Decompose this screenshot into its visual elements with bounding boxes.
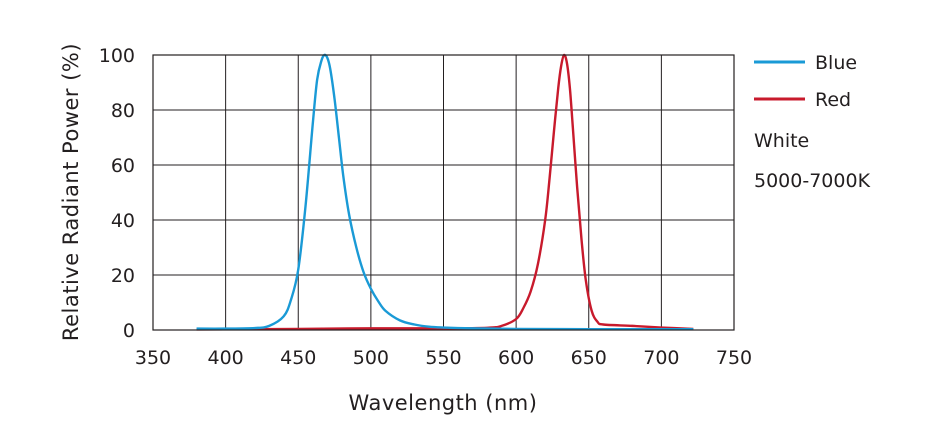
y-tick-label-40: 40 — [111, 210, 135, 232]
x-tick-label-650: 650 — [571, 347, 607, 369]
x-tick-label-400: 400 — [207, 347, 243, 369]
legend: Blue Red White 5000-7000K — [754, 52, 871, 192]
x-tick-label-500: 500 — [353, 347, 389, 369]
x-tick-label-350: 350 — [135, 347, 171, 369]
annotation-white: White — [754, 130, 809, 152]
y-tick-label-60: 60 — [111, 155, 135, 177]
y-tick-label-0: 0 — [123, 320, 135, 342]
legend-label-red: Red — [815, 89, 851, 111]
series-layer — [196, 53, 694, 331]
y-tick-label-80: 80 — [111, 100, 135, 122]
y-tick-label-100: 100 — [99, 45, 135, 67]
x-tick-label-600: 600 — [498, 347, 534, 369]
y-tick-labels: 0 20 40 60 80 100 — [99, 45, 135, 342]
y-tick-label-20: 20 — [111, 265, 135, 287]
x-tick-labels: 350 400 450 500 550 600 650 700 750 — [135, 347, 752, 369]
legend-label-blue: Blue — [815, 52, 857, 74]
series-line-blue — [196, 53, 694, 331]
x-axis-label: Wavelength (nm) — [349, 391, 538, 415]
x-tick-label-750: 750 — [716, 347, 752, 369]
x-tick-label-700: 700 — [643, 347, 679, 369]
y-axis-label: Relative Radiant Power (%) — [59, 43, 83, 341]
annotation-cct-range: 5000-7000K — [754, 170, 871, 192]
x-tick-label-450: 450 — [280, 347, 316, 369]
plot-frame — [152, 54, 735, 331]
x-tick-label-550: 550 — [425, 347, 461, 369]
